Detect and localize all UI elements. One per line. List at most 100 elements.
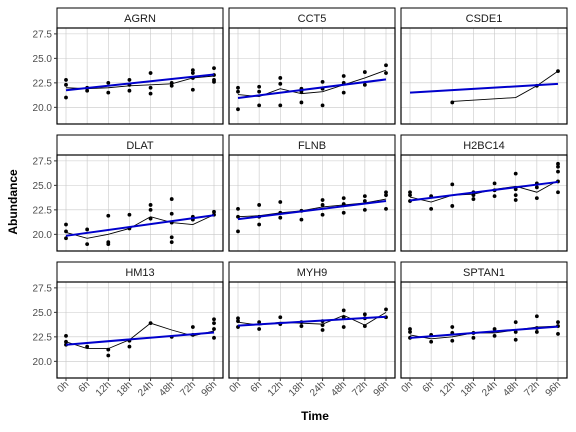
y-tick-label: 20.0 (33, 357, 53, 368)
data-point (170, 240, 174, 244)
data-point (342, 196, 346, 200)
data-point (363, 312, 367, 316)
y-tick-label: 22.5 (33, 78, 53, 89)
data-point (384, 63, 388, 67)
x-axis-title: Time (301, 409, 329, 423)
x-tick-label: 0h (399, 379, 415, 395)
data-point (149, 203, 153, 207)
data-point (300, 101, 304, 105)
facet-panel-cct5: CCT5 (229, 8, 395, 124)
facet-panels: AGRN CCT5 CSDE1 DLAT FLNB H2BC14 HM13 MYH9 SPTAN… (57, 8, 567, 378)
panel-grid (401, 155, 567, 251)
data-point (64, 236, 68, 240)
data-point (363, 208, 367, 212)
data-point (321, 203, 325, 207)
data-point (278, 216, 282, 220)
data-point (128, 78, 132, 82)
data-point (212, 317, 216, 321)
facet-strip-label: HM13 (125, 267, 154, 279)
data-point (472, 336, 476, 340)
x-tick-label: 72h (178, 379, 198, 399)
data-point (556, 170, 560, 174)
data-point (363, 324, 367, 328)
data-point (106, 354, 110, 358)
facet-panel-agrn: AGRN (57, 8, 223, 124)
data-point (384, 190, 388, 194)
trend-line (66, 215, 214, 236)
x-tick-label: 96h (372, 379, 392, 399)
data-point (149, 86, 153, 90)
data-point (212, 210, 216, 214)
data-point (384, 207, 388, 211)
data-point (85, 228, 89, 232)
data-point (64, 340, 68, 344)
y-tick-label: 27.5 (33, 283, 53, 294)
facet-panel-sptan1: SPTAN1 (401, 262, 567, 378)
facet-panel-myh9: MYH9 (229, 262, 395, 378)
data-point (212, 321, 216, 325)
data-point (236, 207, 240, 211)
data-point (535, 314, 539, 318)
data-point (556, 332, 560, 336)
data-point (106, 348, 110, 352)
x-tick-label: 6h (421, 379, 437, 395)
data-point (408, 190, 412, 194)
x-tick-label: 12h (94, 379, 114, 399)
data-point (64, 78, 68, 82)
data-point (106, 214, 110, 218)
data-point (236, 107, 240, 111)
x-tick-label: 18h (115, 379, 135, 399)
facet-panel-flnb: FLNB (229, 135, 395, 251)
data-point (149, 208, 153, 212)
panel-grid (57, 282, 223, 378)
data-point (257, 223, 261, 227)
data-point (321, 198, 325, 202)
data-point (128, 89, 132, 93)
y-tick-label: 27.5 (33, 156, 53, 167)
x-tick-label: 12h (438, 379, 458, 399)
panel-grid (401, 282, 567, 378)
data-point (170, 235, 174, 239)
data-point (342, 74, 346, 78)
facet-strip-label: H2BC14 (463, 140, 505, 152)
trend-line (410, 84, 558, 93)
x-axis-ticks: 0h 6h 12h 18h 24h 48h 72h 96h 0h 6h 12h 18h 24h 48h 72… (55, 378, 563, 399)
y-tick-label: 25.0 (33, 54, 53, 65)
data-point (342, 325, 346, 329)
data-point (257, 103, 261, 107)
x-tick-label: 24h (308, 379, 328, 399)
data-point (257, 85, 261, 89)
data-point (128, 345, 132, 349)
data-point (212, 336, 216, 340)
x-tick-label: 48h (157, 379, 177, 399)
facet-panel-csde1: CSDE1 (401, 8, 567, 124)
facet-strip-label: SPTAN1 (463, 267, 505, 279)
data-point (278, 76, 282, 80)
data-point (64, 334, 68, 338)
y-axis-title: Abundance (6, 169, 20, 235)
data-point (85, 242, 89, 246)
panel-border (401, 155, 567, 251)
data-point (300, 218, 304, 222)
data-point (278, 315, 282, 319)
data-point (191, 325, 195, 329)
data-point (170, 212, 174, 216)
x-tick-label: 72h (522, 379, 542, 399)
x-tick-label: 18h (287, 379, 307, 399)
data-point (236, 86, 240, 90)
data-point (191, 68, 195, 72)
x-tick-label: 6h (77, 379, 93, 395)
facet-strip-label: AGRN (124, 13, 156, 25)
data-point (278, 200, 282, 204)
trend-line (66, 332, 214, 344)
data-point (450, 204, 454, 208)
x-tick-label: 48h (329, 379, 349, 399)
panel-border (401, 28, 567, 124)
data-point (300, 324, 304, 328)
data-point (149, 71, 153, 75)
data-point (535, 196, 539, 200)
data-point (363, 83, 367, 87)
data-point (514, 172, 518, 176)
data-point (429, 340, 433, 344)
x-tick-label: 12h (266, 379, 286, 399)
